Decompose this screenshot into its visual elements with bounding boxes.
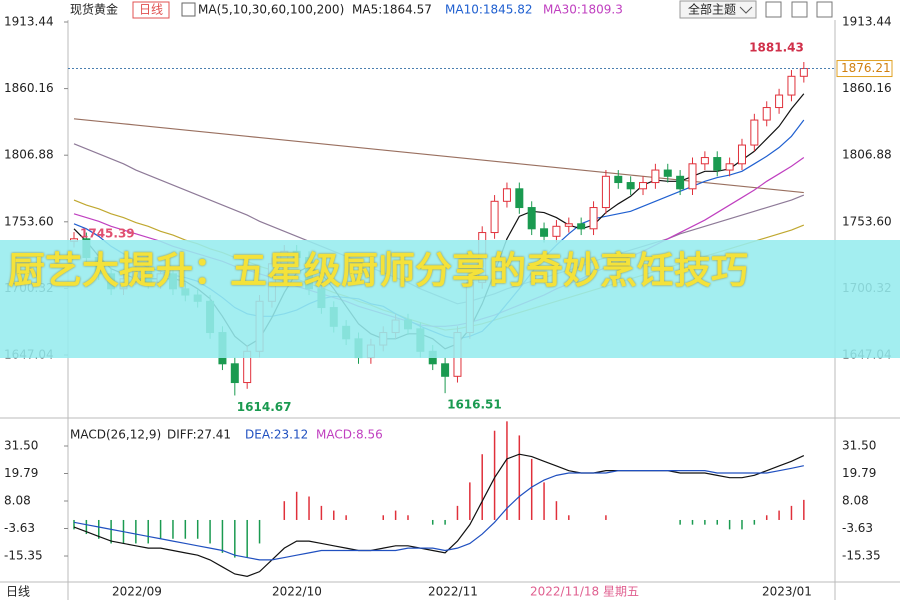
settings-icon[interactable]	[181, 2, 196, 17]
y-tick-label: 19.79	[4, 466, 38, 480]
y-tick-label: 1860.16	[4, 81, 54, 95]
ma-label: MA(5,10,30,60,100,200)	[198, 3, 344, 17]
period-footer: 日线	[6, 585, 30, 599]
candle-body	[762, 107, 771, 121]
y-tick-label: 8.08	[4, 493, 31, 507]
candle-body	[626, 182, 635, 190]
candle-body	[601, 175, 610, 209]
candle-body	[552, 225, 561, 237]
candle-body	[676, 175, 685, 190]
macd-value-label: MACD:8.56	[316, 428, 383, 442]
candle-body	[651, 169, 660, 184]
instrument-title: 现货黄金	[70, 2, 118, 17]
date-label: 2023/01	[762, 585, 812, 599]
y-tick-label: -15.35	[842, 549, 881, 563]
y-tick-label: -3.63	[4, 521, 35, 535]
ma30-label: MA30:1809.3	[543, 3, 623, 17]
period[interactable]: 日线	[139, 3, 163, 17]
ma5-label: MA5:1864.57	[352, 3, 432, 17]
candle-body	[540, 228, 549, 237]
last-price-tag	[836, 60, 893, 78]
y-tick-label: 1860.16	[842, 81, 892, 95]
candle-body	[564, 223, 573, 227]
y-tick-label: 8.08	[842, 493, 869, 507]
y-tick-label: 1913.44	[4, 15, 54, 29]
candle-body	[527, 207, 536, 230]
candle-body	[713, 157, 722, 171]
period-box[interactable]	[132, 1, 170, 19]
close-button[interactable]	[816, 1, 833, 18]
y-tick-label: 1753.60	[4, 214, 54, 228]
last-price-label: 1876.21	[841, 61, 891, 75]
high-label: 1745.39	[80, 227, 135, 241]
y-tick-label: 31.50	[842, 438, 876, 452]
candle-body	[230, 363, 239, 384]
candle-body	[688, 163, 697, 190]
candle-body	[787, 75, 796, 96]
y-tick-label: 31.50	[4, 438, 38, 452]
candle-body	[490, 200, 499, 234]
theme-button-label[interactable]: 全部主题	[688, 2, 736, 17]
macd-line	[73, 465, 804, 561]
candle-body	[750, 119, 759, 146]
date-label: 2022/11	[428, 585, 478, 599]
candle-body	[775, 94, 784, 109]
low-label: 1614.67	[237, 400, 292, 414]
dea-label: DEA:23.12	[245, 428, 308, 442]
candle-body	[663, 169, 672, 177]
theme-button[interactable]	[679, 0, 757, 19]
crosshair-date-label: 2022/11/18 星期五	[530, 585, 639, 599]
candle-body	[515, 188, 524, 209]
banner: 厨艺大提升：五星级厨师分享的奇妙烹饪技巧	[0, 240, 900, 358]
candle-body	[639, 182, 648, 190]
low-label: 1616.51	[447, 398, 502, 412]
candle-body	[799, 68, 808, 77]
y-tick-label: 1913.44	[842, 15, 892, 29]
candle-body	[614, 175, 623, 184]
candle-body	[589, 207, 598, 230]
candle-body	[725, 163, 734, 171]
candle-body	[502, 188, 511, 202]
diff-label: DIFF:27.41	[167, 428, 231, 442]
candle-body	[577, 223, 586, 230]
y-tick-label: -3.63	[842, 521, 873, 535]
y-tick-label: 1806.88	[842, 148, 892, 162]
candle-body	[700, 157, 709, 165]
y-tick-label: 1806.88	[4, 148, 54, 162]
y-tick-label: 19.79	[842, 466, 876, 480]
date-label: 2022/09	[112, 585, 162, 599]
dropdown-arrow[interactable]	[739, 6, 753, 14]
macd-label: MACD(26,12,9)	[70, 428, 161, 442]
candle-body	[441, 363, 450, 377]
high-label: 1881.43	[749, 41, 804, 55]
ma10-label: MA10:1845.82	[445, 3, 533, 17]
y-tick-label: -15.35	[4, 549, 43, 563]
y-tick-label: 1753.60	[842, 214, 892, 228]
up-button[interactable]	[765, 1, 782, 18]
down-button[interactable]	[791, 1, 808, 18]
candle-body	[737, 144, 746, 165]
macd-line	[73, 453, 805, 577]
date-label: 2022/10	[272, 585, 322, 599]
